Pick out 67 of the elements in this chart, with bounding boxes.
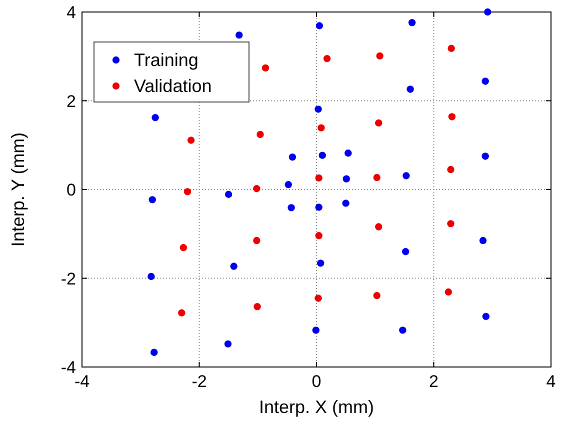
point [254,303,261,310]
point [288,204,295,212]
point [314,294,322,302]
point [447,220,454,228]
point [253,236,260,244]
y-tick-label: 4 [66,3,76,22]
point [482,152,489,160]
point [318,124,325,132]
point [375,119,382,127]
x-axis-title: Interp. X (mm) [258,397,374,417]
point [315,232,322,240]
point [484,8,492,16]
point [187,136,195,144]
point [482,78,489,85]
point [482,312,490,320]
point [315,174,322,182]
point [224,190,232,198]
point [317,260,324,267]
point [318,152,326,159]
point [342,200,350,207]
point [344,150,352,157]
point [342,175,350,182]
point [373,174,380,182]
x-tick-label: 4 [546,372,556,391]
point [312,326,320,334]
point [284,181,292,188]
point [402,172,410,180]
point [408,19,416,26]
point [402,248,410,256]
y-tick-label: -2 [60,269,76,288]
point [375,223,382,230]
point [479,236,487,244]
point [316,22,324,30]
x-tick-label: 2 [429,372,438,391]
point [230,262,238,270]
point [236,31,243,39]
point [315,204,322,211]
point [406,86,414,93]
y-axis-title: Interp. Y (mm) [8,132,28,247]
y-tick-label: 2 [66,92,76,111]
point [323,54,331,62]
point [148,272,155,280]
point [178,309,186,316]
point [373,292,380,300]
point [180,244,188,252]
legend-label: Validation [134,76,212,96]
point [444,288,452,296]
point [399,326,406,334]
legend-label: Training [134,50,198,70]
point [447,166,454,174]
point [448,113,456,120]
point [148,196,156,204]
y-tick-label: -4 [60,358,76,377]
point [376,52,384,60]
point [314,106,322,113]
point [224,340,232,348]
point [448,44,455,52]
point [288,154,296,161]
x-tick-label: -2 [192,372,207,391]
point [262,64,270,72]
y-tick-label: 0 [66,180,76,200]
x-tick-label: 0 [312,372,322,391]
point [253,185,260,192]
point [150,348,158,356]
point [256,130,264,138]
point [184,188,192,196]
point [152,114,159,122]
